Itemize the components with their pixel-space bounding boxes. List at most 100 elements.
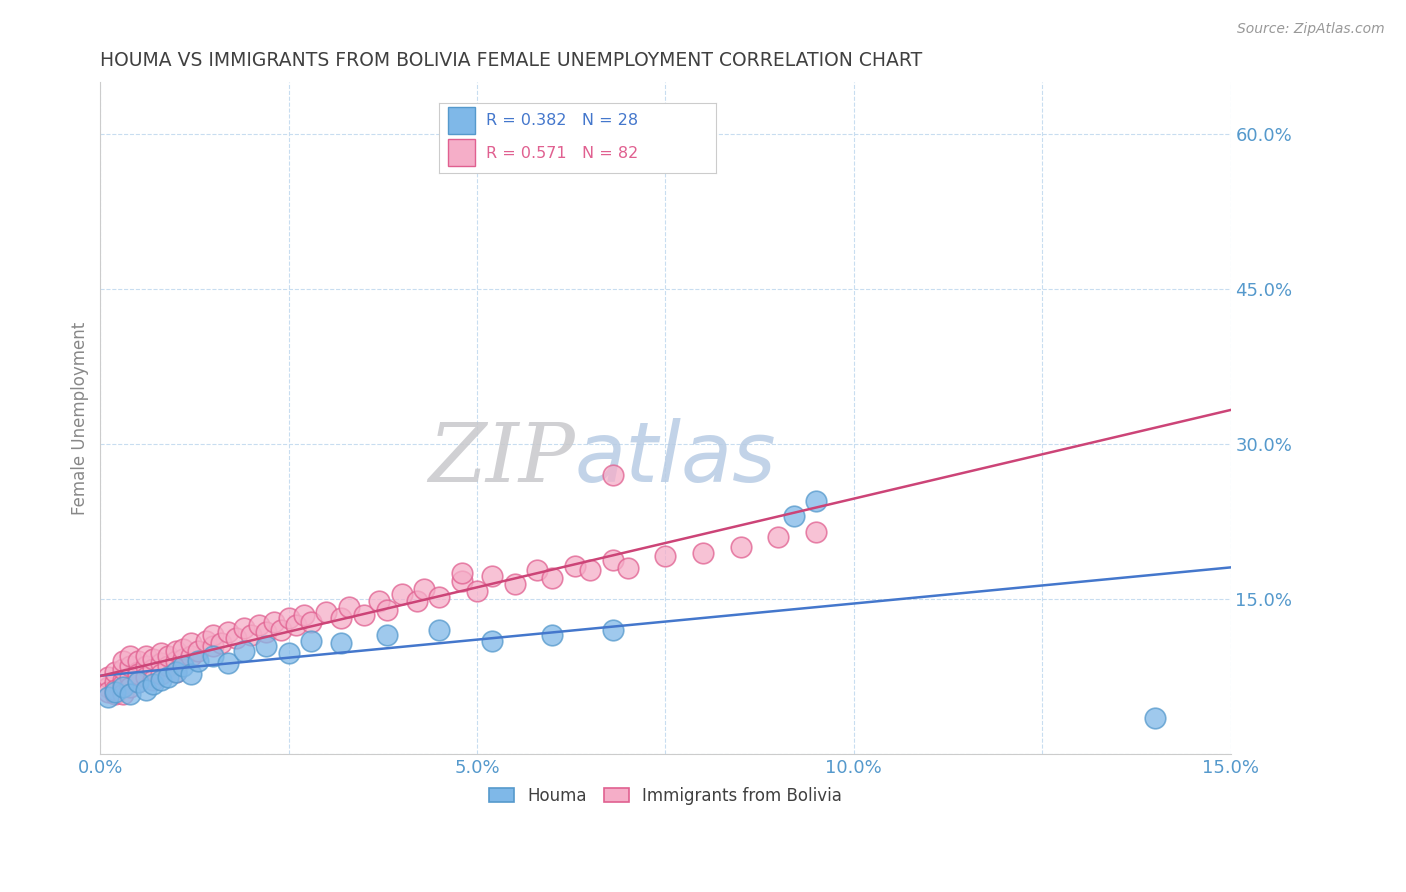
Point	[804, 494, 827, 508]
Point	[142, 652, 165, 666]
Point	[149, 673, 172, 687]
Point	[172, 652, 194, 666]
Point	[97, 670, 120, 684]
Point	[429, 623, 451, 637]
Point	[127, 665, 149, 679]
Point	[149, 666, 172, 681]
Point	[209, 635, 232, 649]
Point	[337, 600, 360, 615]
Point	[375, 602, 398, 616]
Point	[481, 569, 503, 583]
Point	[180, 666, 202, 681]
Point	[194, 633, 217, 648]
Point	[104, 683, 127, 698]
Point	[391, 587, 413, 601]
Point	[263, 615, 285, 629]
Point	[135, 683, 157, 698]
Point	[368, 594, 391, 608]
Point	[617, 561, 640, 575]
Point	[254, 625, 277, 640]
Point	[277, 646, 299, 660]
Point	[157, 670, 180, 684]
Legend: Houma, Immigrants from Bolivia: Houma, Immigrants from Bolivia	[481, 779, 851, 814]
Point	[120, 648, 142, 663]
Point	[187, 654, 209, 668]
Point	[202, 628, 225, 642]
Point	[330, 635, 353, 649]
Point	[292, 607, 315, 622]
Point	[602, 553, 624, 567]
Point	[240, 628, 263, 642]
Point	[353, 607, 375, 622]
Point	[285, 618, 308, 632]
Point	[120, 670, 142, 684]
Point	[127, 674, 149, 689]
Point	[481, 633, 503, 648]
Point	[232, 644, 254, 658]
Point	[526, 563, 548, 577]
Point	[120, 687, 142, 701]
Point	[541, 628, 564, 642]
Point	[142, 673, 165, 687]
Text: atlas: atlas	[575, 418, 776, 500]
Point	[217, 657, 239, 671]
Point	[654, 549, 676, 563]
Text: Source: ZipAtlas.com: Source: ZipAtlas.com	[1237, 22, 1385, 37]
Point	[111, 654, 134, 668]
Point	[111, 680, 134, 694]
Point	[111, 677, 134, 691]
Point	[104, 674, 127, 689]
Point	[157, 659, 180, 673]
Point	[804, 524, 827, 539]
Point	[202, 639, 225, 653]
Point	[299, 633, 322, 648]
Point	[564, 559, 586, 574]
Point	[692, 546, 714, 560]
Point	[225, 632, 247, 646]
Point	[202, 648, 225, 663]
Point	[254, 639, 277, 653]
Point	[97, 690, 120, 705]
Point	[127, 674, 149, 689]
Point	[165, 665, 187, 679]
Point	[180, 648, 202, 663]
Point	[104, 685, 127, 699]
Point	[187, 644, 209, 658]
Point	[429, 590, 451, 604]
Text: HOUMA VS IMMIGRANTS FROM BOLIVIA FEMALE UNEMPLOYMENT CORRELATION CHART: HOUMA VS IMMIGRANTS FROM BOLIVIA FEMALE …	[100, 51, 922, 70]
Point	[405, 594, 427, 608]
Point	[413, 582, 436, 596]
Point	[142, 663, 165, 677]
Point	[315, 605, 337, 619]
Point	[330, 611, 353, 625]
Point	[165, 665, 187, 679]
Point	[111, 673, 134, 687]
Point	[277, 611, 299, 625]
Point	[111, 687, 134, 701]
Point	[120, 680, 142, 694]
Point	[270, 623, 292, 637]
Point	[111, 663, 134, 677]
Point	[127, 666, 149, 681]
Point	[172, 659, 194, 673]
Point	[730, 541, 752, 555]
Point	[299, 615, 322, 629]
Point	[375, 628, 398, 642]
Point	[541, 572, 564, 586]
Point	[602, 468, 624, 483]
Point	[120, 659, 142, 673]
Point	[579, 563, 602, 577]
Point	[247, 618, 270, 632]
Point	[104, 665, 127, 679]
Point	[165, 644, 187, 658]
Point	[172, 641, 194, 656]
Y-axis label: Female Unemployment: Female Unemployment	[72, 322, 89, 515]
Point	[232, 621, 254, 635]
Point	[165, 654, 187, 668]
Point	[135, 659, 157, 673]
Point	[135, 648, 157, 663]
Point	[465, 583, 488, 598]
Point	[142, 677, 165, 691]
Point	[782, 509, 804, 524]
Point	[157, 648, 180, 663]
